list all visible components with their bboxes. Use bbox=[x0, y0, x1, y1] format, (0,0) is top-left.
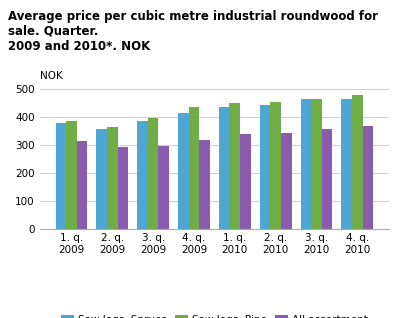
Bar bbox=[219, 107, 229, 229]
Text: NOK: NOK bbox=[40, 71, 62, 81]
Bar bbox=[118, 147, 128, 229]
Bar bbox=[148, 118, 158, 229]
Bar bbox=[311, 100, 322, 229]
Bar bbox=[107, 127, 118, 229]
Bar bbox=[341, 99, 352, 229]
Bar bbox=[281, 133, 291, 229]
Bar bbox=[158, 146, 169, 229]
Bar bbox=[240, 134, 251, 229]
Bar bbox=[137, 121, 148, 229]
Bar bbox=[178, 113, 189, 229]
Bar bbox=[352, 95, 362, 229]
Bar bbox=[66, 121, 77, 229]
Text: Average price per cubic metre industrial roundwood for sale. Quarter.
2009 and 2: Average price per cubic metre industrial… bbox=[8, 10, 378, 52]
Bar bbox=[56, 123, 66, 229]
Bar bbox=[322, 129, 332, 229]
Bar bbox=[229, 103, 240, 229]
Bar bbox=[199, 140, 210, 229]
Bar bbox=[362, 126, 373, 229]
Bar bbox=[270, 102, 281, 229]
Bar bbox=[301, 100, 311, 229]
Legend: Saw logs, Spruce, Saw logs, Pine, All assortment: Saw logs, Spruce, Saw logs, Pine, All as… bbox=[57, 311, 372, 318]
Bar bbox=[260, 105, 270, 229]
Bar bbox=[189, 107, 199, 229]
Bar bbox=[96, 129, 107, 229]
Bar bbox=[77, 141, 87, 229]
